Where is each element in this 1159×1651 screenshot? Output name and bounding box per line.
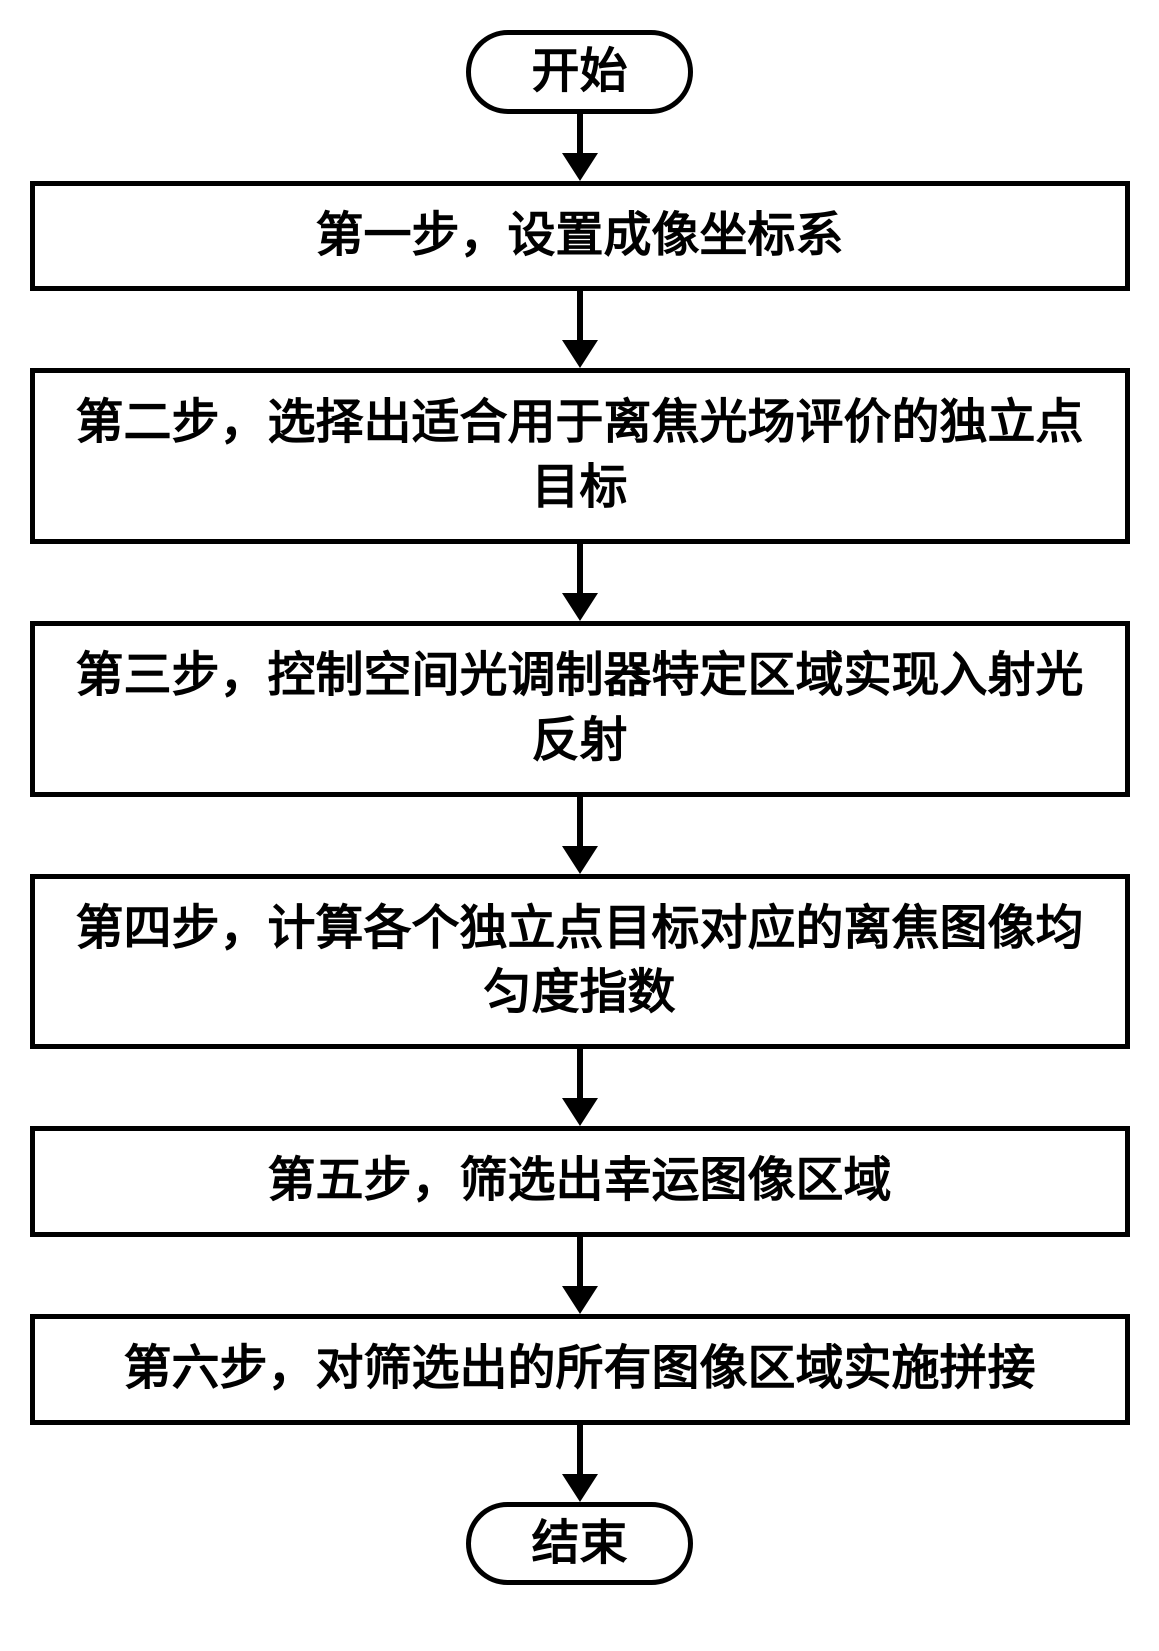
step-5-box: 第五步，筛选出幸运图像区域 — [30, 1126, 1130, 1237]
end-terminator: 结束 — [466, 1502, 692, 1586]
arrow-line — [577, 1425, 583, 1475]
arrow-line — [577, 1049, 583, 1099]
start-label: 开始 — [531, 45, 627, 98]
arrow — [562, 797, 598, 874]
arrow-line — [577, 291, 583, 341]
flowchart-container: 开始 第一步，设置成像坐标系 第二步，选择出适合用于离焦光场评价的独立点目标 第… — [30, 30, 1130, 1585]
step-4-text: 第四步，计算各个独立点目标对应的离焦图像均匀度指数 — [75, 902, 1083, 1020]
arrow — [562, 114, 598, 181]
step-2-box: 第二步，选择出适合用于离焦光场评价的独立点目标 — [30, 368, 1130, 544]
step-4-box: 第四步，计算各个独立点目标对应的离焦图像均匀度指数 — [30, 874, 1130, 1050]
arrow — [562, 544, 598, 621]
arrow-head-icon — [562, 846, 598, 874]
start-terminator: 开始 — [466, 30, 692, 114]
arrow-line — [577, 114, 583, 154]
arrow — [562, 1049, 598, 1126]
arrow-head-icon — [562, 153, 598, 181]
arrow-line — [577, 797, 583, 847]
step-3-box: 第三步，控制空间光调制器特定区域实现入射光反射 — [30, 621, 1130, 797]
end-label: 结束 — [531, 1517, 627, 1570]
step-3-text: 第三步，控制空间光调制器特定区域实现入射光反射 — [75, 649, 1083, 767]
step-2-text: 第二步，选择出适合用于离焦光场评价的独立点目标 — [75, 396, 1083, 514]
arrow-head-icon — [562, 340, 598, 368]
arrow-line — [577, 1237, 583, 1287]
arrow — [562, 1425, 598, 1502]
arrow-head-icon — [562, 1474, 598, 1502]
arrow-line — [577, 544, 583, 594]
arrow — [562, 1237, 598, 1314]
arrow-head-icon — [562, 593, 598, 621]
step-1-box: 第一步，设置成像坐标系 — [30, 181, 1130, 292]
step-6-text: 第六步，对筛选出的所有图像区域实施拼接 — [123, 1342, 1035, 1395]
step-5-text: 第五步，筛选出幸运图像区域 — [267, 1154, 891, 1207]
step-6-box: 第六步，对筛选出的所有图像区域实施拼接 — [30, 1314, 1130, 1425]
step-1-text: 第一步，设置成像坐标系 — [315, 209, 843, 262]
arrow — [562, 291, 598, 368]
arrow-head-icon — [562, 1286, 598, 1314]
arrow-head-icon — [562, 1098, 598, 1126]
